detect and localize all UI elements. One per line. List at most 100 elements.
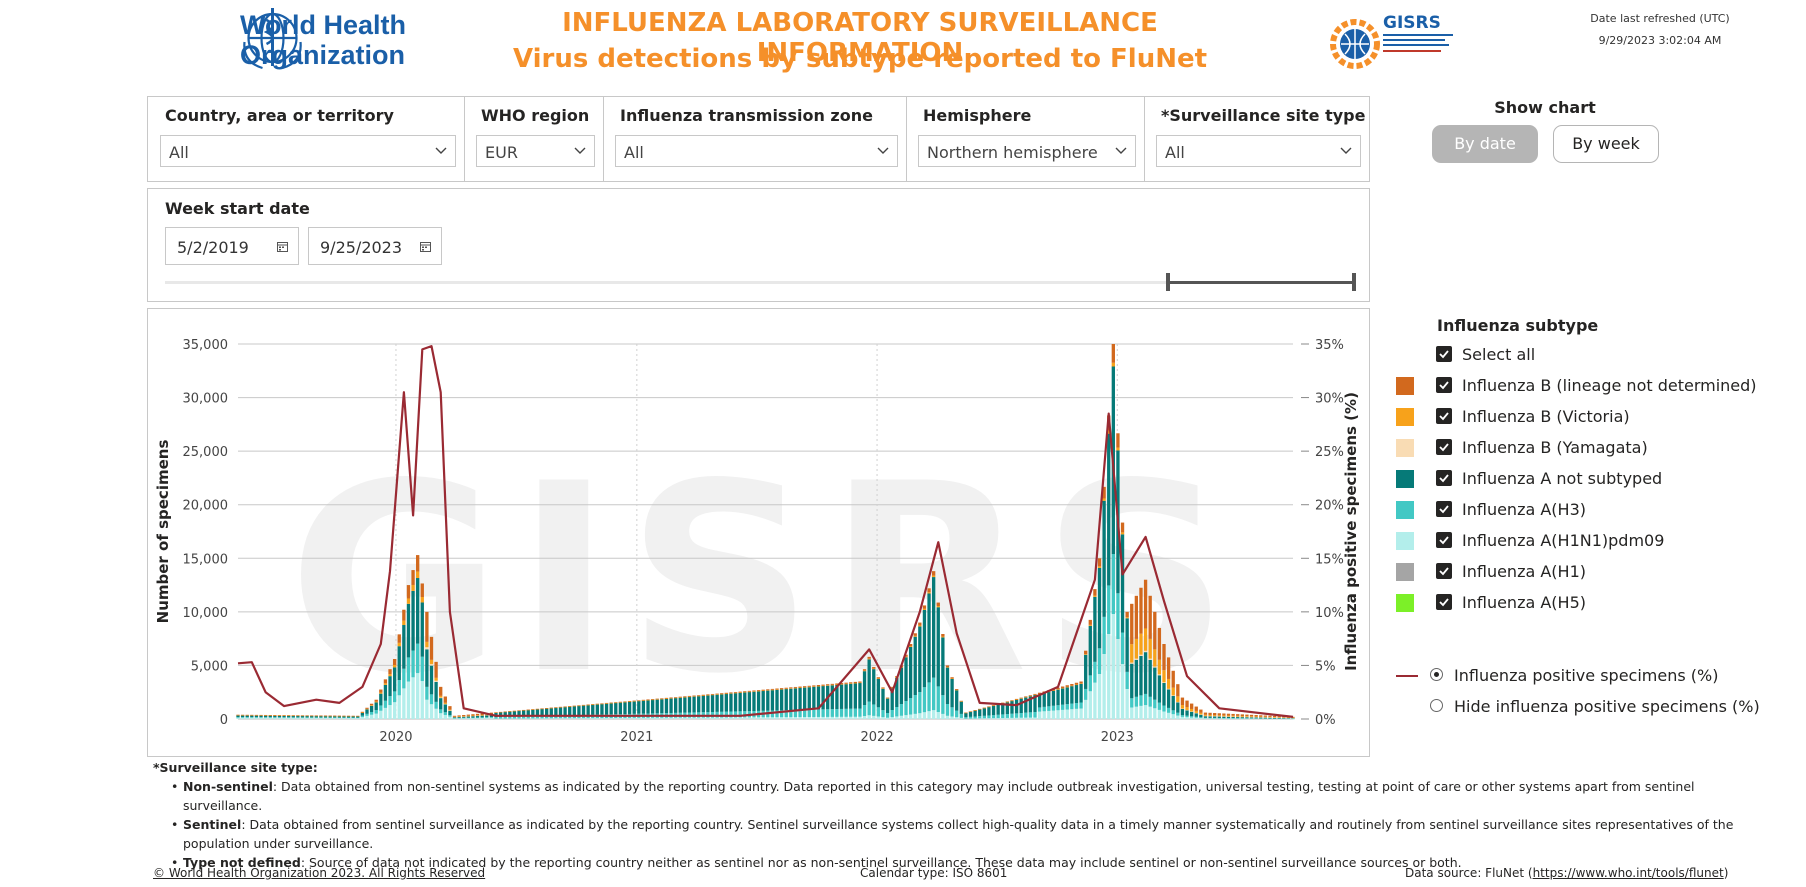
- chart-bar-segment: [1037, 711, 1042, 719]
- date-slider-track[interactable]: [165, 281, 1354, 284]
- chart-bar-segment: [517, 718, 521, 719]
- hemisphere-dropdown[interactable]: Northern hemisphere: [918, 135, 1136, 167]
- chart-bar-segment: [1019, 698, 1023, 714]
- chart-bar-segment: [402, 625, 406, 669]
- chart-bar-segment: [692, 717, 696, 719]
- chart-bar-segment: [245, 714, 249, 716]
- checkbox-checked-icon[interactable]: [1436, 563, 1452, 579]
- chart-bar-segment: [1185, 700, 1189, 708]
- transmission-zone-dropdown[interactable]: All: [615, 135, 898, 167]
- chart-bar-segment: [291, 715, 295, 717]
- chart-bar-segment: [1097, 567, 1102, 649]
- radio-unselected-icon[interactable]: [1430, 699, 1443, 712]
- chart-bar-segment: [402, 609, 406, 621]
- chart-bar-segment: [641, 700, 646, 701]
- chart-bar-segment: [1074, 684, 1079, 704]
- checkbox-checked-icon[interactable]: [1436, 346, 1452, 362]
- checkbox-checked-icon[interactable]: [1436, 532, 1452, 548]
- calendar-icon[interactable]: [420, 241, 431, 252]
- checkbox-checked-icon[interactable]: [1436, 470, 1452, 486]
- chart-bar-segment: [890, 688, 894, 710]
- y-axis-title: Number of specimens: [154, 440, 172, 624]
- chart-bar-segment: [388, 676, 392, 697]
- chart-bar-segment: [1065, 704, 1069, 710]
- note-text: : Data obtained from sentinel surveillan…: [183, 817, 1734, 851]
- flunet-link[interactable]: https://www.who.int/tools/flunet: [1532, 866, 1724, 880]
- chart-bar-segment: [756, 690, 761, 691]
- chart-bar-segment: [904, 657, 908, 701]
- chart-bar-segment: [466, 715, 471, 717]
- chart-bar-segment: [333, 716, 337, 718]
- checkbox-checked-icon[interactable]: [1436, 408, 1452, 424]
- chart-bar-segment: [1213, 716, 1217, 718]
- start-date-input[interactable]: 5/2/2019: [165, 227, 299, 265]
- chart-bar-segment: [1231, 716, 1235, 718]
- end-date-input[interactable]: 9/25/2023: [308, 227, 442, 265]
- by-week-button[interactable]: By week: [1553, 125, 1659, 163]
- chart-bar-segment: [849, 683, 853, 709]
- chart-bar-segment: [379, 705, 383, 711]
- chart-bar-segment: [687, 717, 692, 719]
- chart-bar-segment: [710, 694, 715, 696]
- chart-bar-segment: [697, 717, 701, 719]
- chart-bar-segment: [1254, 717, 1258, 718]
- chart-bar-segment: [411, 570, 415, 585]
- site-type-dropdown[interactable]: All: [1156, 135, 1361, 167]
- checkbox-checked-icon[interactable]: [1436, 377, 1452, 393]
- chart-bar-segment: [346, 717, 351, 719]
- chart-bar-segment: [978, 708, 982, 710]
- chart-bar-segment: [1282, 718, 1286, 720]
- checkbox-checked-icon[interactable]: [1436, 594, 1452, 610]
- chart-bar-segment: [429, 663, 434, 666]
- chart-bar-segment: [1074, 684, 1079, 686]
- chart-bar-segment: [632, 701, 636, 714]
- chart-bar-segment: [236, 715, 240, 716]
- chart-bar-segment: [1203, 714, 1208, 716]
- chart-bar-segment: [462, 715, 466, 717]
- chart-bar-segment: [1042, 706, 1046, 712]
- chart-bar-segment: [1093, 595, 1097, 597]
- chart-bar-segment: [715, 694, 719, 695]
- chart-bar-segment: [1189, 711, 1194, 712]
- checkbox-checked-icon[interactable]: [1436, 439, 1452, 455]
- chart-bar-segment: [1166, 678, 1171, 689]
- checkbox-checked-icon[interactable]: [1436, 501, 1452, 517]
- country-dropdown[interactable]: All: [160, 135, 456, 167]
- chart-bar-segment: [867, 715, 871, 719]
- chart-bar-segment: [568, 706, 572, 716]
- y2-tick-label: 30%: [1315, 392, 1344, 407]
- chart-bar-segment: [1051, 690, 1056, 691]
- chart-bar-segment: [300, 715, 305, 716]
- slider-handle-start[interactable]: [1166, 273, 1170, 291]
- chart-bar-segment: [1102, 500, 1106, 617]
- legend-swatch: [1396, 563, 1414, 581]
- chart-bar-segment: [950, 677, 954, 679]
- chart-bar-segment: [904, 656, 908, 658]
- chart-bar-segment: [1291, 717, 1295, 719]
- chart-bar-segment: [872, 704, 876, 716]
- chart-bar-segment: [1088, 619, 1092, 625]
- copyright-link[interactable]: © World Health Organization 2023. All Ri…: [153, 866, 486, 880]
- chart-bar-segment: [1093, 682, 1097, 719]
- chart-bar-segment: [1272, 717, 1277, 719]
- filter-transmission-zone: Influenza transmission zone All: [603, 97, 907, 181]
- chart-bar-segment: [632, 701, 636, 702]
- chart-bar-segment: [236, 717, 240, 719]
- chart-bar-segment: [908, 644, 913, 647]
- chart-bar-segment: [287, 715, 291, 718]
- chart-bar-segment: [471, 718, 475, 719]
- who-region-dropdown[interactable]: EUR: [476, 135, 595, 167]
- chart-bar-segment: [862, 705, 867, 717]
- chart-bar-segment: [931, 575, 936, 578]
- chart-bar-segment: [770, 717, 775, 719]
- chart-bar-segment: [1286, 718, 1291, 720]
- chart-bar-segment: [660, 698, 664, 699]
- by-date-button[interactable]: By date: [1432, 125, 1538, 163]
- chart-bar-segment: [1222, 715, 1226, 717]
- chart-bar-segment: [655, 699, 659, 700]
- radio-selected-icon[interactable]: [1430, 668, 1443, 681]
- chart-bar-segment: [853, 683, 857, 709]
- calendar-icon[interactable]: [277, 241, 288, 252]
- chart-bar-segment: [434, 708, 438, 719]
- slider-handle-end[interactable]: [1352, 273, 1356, 291]
